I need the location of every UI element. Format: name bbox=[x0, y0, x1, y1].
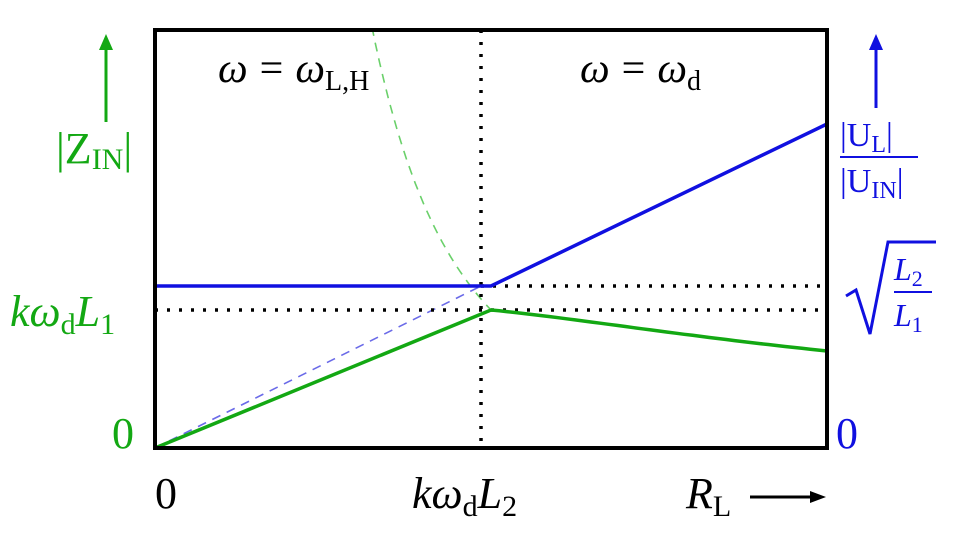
right-axis-arrowhead bbox=[869, 34, 883, 50]
bottom-axis-arrowhead bbox=[810, 491, 826, 503]
left-tick-zero: 0 bbox=[112, 409, 134, 458]
bottom-axis-label: RL bbox=[685, 469, 731, 523]
right-axis-label-denominator: |UIN| bbox=[840, 163, 904, 204]
plot-frame bbox=[153, 28, 829, 450]
left-tick-kwdl1: kωdL1 bbox=[10, 287, 115, 341]
blue-dashed-extrapolation bbox=[155, 285, 482, 448]
bottom-tick-kwdl2: kωdL2 bbox=[412, 469, 517, 523]
region-right-label: ω = ωd bbox=[580, 46, 701, 97]
right-axis-label-numerator: |UL| bbox=[840, 117, 893, 158]
left-axis-arrowhead bbox=[99, 34, 113, 50]
region-left-label: ω = ωL,H bbox=[218, 46, 369, 97]
sqrt-symbol bbox=[845, 240, 936, 335]
right-tick-zero: 0 bbox=[836, 409, 858, 458]
green-dashed-extrapolation bbox=[371, 30, 492, 311]
sqrt-numerator: L2 bbox=[893, 251, 923, 291]
series-impedance bbox=[154, 308, 828, 450]
series-voltage-ratio bbox=[155, 122, 828, 288]
left-axis-label: |ZIN| bbox=[56, 124, 132, 176]
sqrt-denominator: L1 bbox=[893, 297, 923, 337]
bottom-tick-zero: 0 bbox=[155, 469, 177, 518]
